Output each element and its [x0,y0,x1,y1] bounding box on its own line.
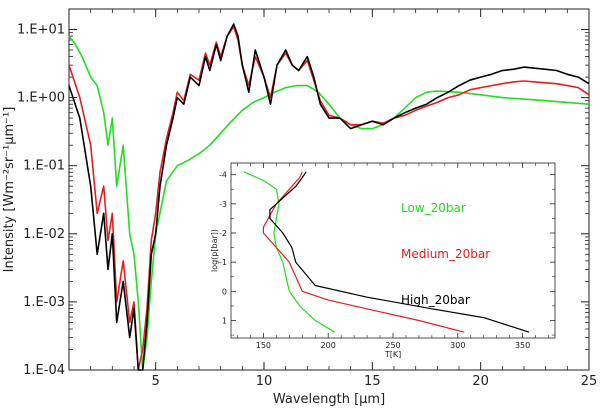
inset-y-tick-label: -3 [219,200,227,209]
main-y-tick-label: 1.E-01 [23,159,65,174]
inset-y-tick-label: 1 [222,317,227,326]
main-y-tick-label: 1.E-04 [23,363,65,378]
inset-x-tick-label: 350 [515,341,530,350]
inset-x-tick-label: 250 [385,341,400,350]
main-minor-ticks [69,8,589,370]
main-y-ticks: 1.E-04 1.E-03 1.E-02 1.E-01 1.E+00 1.E+01 [17,23,589,378]
inset-x-tick-label: 200 [321,341,336,350]
main-x-tick-label: 25 [581,374,598,389]
inset-x-tick-label: 150 [256,341,271,350]
inset-legend-entry: High_20bar [401,293,470,307]
inset-y-tick-label: 0 [222,287,227,296]
main-series-line-High_20bar [68,23,590,371]
inset-y-axis-title: log(p[bar]) [210,229,219,272]
main-y-tick-label: 1.E+01 [17,23,65,38]
main-series-group [68,23,590,371]
inset-plot-background [204,155,562,360]
main-x-axis-title: Wavelength [µm] [273,392,385,407]
inset-series-line-High_20bar [269,171,530,333]
inset-y-tick-label: -1 [219,258,227,267]
main-x-ticks: 5 10 15 20 25 [152,9,598,389]
main-x-tick-label: 10 [256,374,273,389]
inset-series-line-Low_20bar [243,171,336,333]
main-y-tick-label: 1.E-02 [23,227,65,242]
inset-x-tick-label: 300 [450,341,465,350]
inset-x-ticks: 150 200 250 300 350 [237,163,549,350]
main-x-tick-label: 20 [472,374,489,389]
main-x-tick-label: 5 [152,374,160,389]
inset-series-line-Medium_20bar [262,171,465,333]
main-y-tick-label: 1.E+00 [17,91,65,106]
inset-y-ticks: -4 -3 -2 -1 0 1 [219,171,555,336]
main-y-tick-label: 1.E-03 [23,295,65,310]
main-x-tick-label: 15 [364,374,381,389]
inset-legend-entry: Medium_20bar [401,247,490,261]
inset-legend-entry: Low_20bar [401,201,466,215]
inset-series-group [243,171,530,333]
main-y-axis-title: Intensity [Wm⁻²sr⁻¹µm⁻¹] [2,107,17,273]
inset-y-tick-label: -2 [219,229,227,238]
inset-y-tick-label: -4 [219,171,227,180]
main-series-line-Low_20bar [68,35,590,371]
inset-x-axis-title: T[K] [384,350,401,359]
inset-legend: Low_20bar Medium_20bar High_20bar [401,201,490,307]
